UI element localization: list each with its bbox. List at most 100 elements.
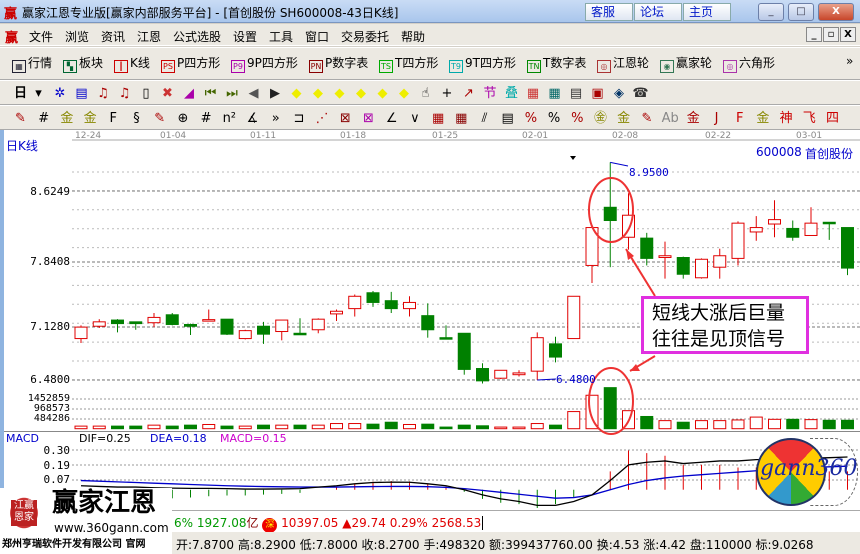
menu-trade[interactable]: 交易委托 (341, 30, 390, 44)
parallel-icon[interactable]: ⫽ (481, 111, 488, 126)
document-icon[interactable]: ▤ (75, 86, 88, 101)
toolbar-tn-button[interactable]: TN T数字表 (527, 54, 586, 73)
more-icon[interactable]: » (271, 111, 280, 126)
toolbar-quotes-table-button[interactable]: ▦ 行情 (12, 54, 52, 73)
pen2-icon[interactable]: ✎ (154, 111, 166, 126)
period-selector[interactable]: 日 (13, 86, 27, 101)
fold-icon[interactable]: 叠 (504, 86, 518, 101)
toolbar-gann-wheel-button[interactable]: ◎ 江恩轮 (597, 54, 649, 73)
notes-icon[interactable]: ▤ (569, 86, 583, 101)
color-chart-icon[interactable]: ◢ (184, 86, 194, 101)
toolbar-more-button[interactable]: » (846, 54, 854, 68)
left-icon[interactable]: ◀ (248, 86, 259, 101)
calculator-icon[interactable]: ▦ (548, 86, 561, 101)
pen-icon[interactable]: ✎ (15, 111, 26, 126)
percent-icon[interactable]: % (547, 111, 561, 126)
mdi-close-button[interactable]: X (840, 27, 856, 42)
minimize-button[interactable]: _ (758, 3, 784, 21)
candle-body (567, 295, 581, 340)
bars-icon[interactable]: ▤ (501, 111, 514, 126)
pen3-icon[interactable]: ✎ (641, 111, 653, 126)
toolbar-t9-button[interactable]: T9 9T四方形 (449, 54, 516, 73)
kline9-icon[interactable]: ♫ (118, 86, 131, 101)
diamond-right-icon[interactable]: ◆ (313, 86, 323, 101)
toolbar-ps-button[interactable]: PS P四方形 (161, 54, 220, 73)
angle2-icon[interactable]: ∠ (385, 111, 398, 126)
f-icon[interactable]: F (109, 111, 118, 126)
network-icon[interactable]: ◈ (614, 86, 624, 101)
toolbar-p9-button[interactable]: P9 9P四方形 (231, 54, 298, 73)
first-icon[interactable]: ⏮ (204, 86, 217, 101)
diamond-expand-icon[interactable]: ◆ (334, 86, 345, 101)
kline3-icon[interactable]: ♫ (97, 86, 109, 101)
forum-link[interactable]: 论坛 (634, 3, 682, 21)
toolbar-pn-button[interactable]: PN P数字表 (309, 54, 368, 73)
mdi-restore-button[interactable]: ▫ (823, 27, 839, 42)
menu-help[interactable]: 帮助 (401, 30, 426, 44)
grid2-icon[interactable]: ▦ (431, 111, 445, 126)
gold2-icon[interactable]: 金 (83, 111, 97, 126)
toolbar-winner-wheel-button[interactable]: ◉ 赢家轮 (660, 54, 712, 73)
last-icon[interactable]: ⏭ (226, 86, 238, 101)
percent-line-icon[interactable]: % (571, 111, 584, 126)
menu-formula[interactable]: 公式选股 (173, 30, 222, 44)
grid3-icon[interactable]: ▦ (455, 111, 468, 126)
grid-icon[interactable]: # (38, 111, 50, 126)
service-link[interactable]: 客服 (585, 3, 633, 21)
circle-grid-icon[interactable]: ⊕ (177, 111, 189, 126)
indicator-icon[interactable]: ✖ (162, 86, 173, 101)
gold-circle-icon[interactable]: ㊎ (593, 111, 607, 126)
menu-news[interactable]: 资讯 (101, 30, 126, 44)
gold-icon[interactable]: 金 (60, 111, 74, 126)
toolbar-hexagon-button[interactable]: ◎ 六角形 (723, 54, 775, 73)
percent-red-icon[interactable]: % (524, 111, 538, 126)
node-icon[interactable]: 节 (483, 86, 497, 101)
menu-gann[interactable]: 江恩 (137, 30, 162, 44)
period-dropdown-icon[interactable]: ▾ (35, 86, 42, 101)
spiral-icon[interactable]: § (133, 111, 140, 126)
box-icon[interactable]: ⊠ (339, 111, 351, 126)
save-icon[interactable]: ▣ (591, 86, 604, 101)
maximize-button[interactable]: □ (788, 3, 814, 21)
n2-icon[interactable]: n² (222, 111, 237, 126)
gold-line-icon[interactable]: 金 (617, 111, 631, 126)
close-button[interactable]: X (818, 3, 854, 21)
calendar-icon[interactable]: ▦ (526, 86, 540, 101)
diamond-left-icon[interactable]: ◆ (291, 86, 302, 101)
diamond-shrink-icon[interactable]: ◆ (356, 86, 366, 101)
ab-icon[interactable]: Ab (661, 111, 679, 126)
f-red-icon[interactable]: F (735, 111, 744, 126)
mdi-minimize-button[interactable]: _ (806, 27, 822, 42)
fly-icon[interactable]: 飞 (802, 111, 816, 126)
menu-window[interactable]: 窗口 (305, 30, 330, 44)
hash-icon[interactable]: # (200, 111, 212, 126)
line-tool-icon[interactable]: ↗ (463, 86, 474, 101)
volume-bar (348, 423, 362, 430)
god-icon[interactable]: 神 (779, 111, 793, 126)
hand-icon[interactable]: ☝ (421, 86, 430, 101)
wave-icon[interactable]: ∨ (410, 111, 420, 126)
gold-red-icon[interactable]: 金 (686, 111, 700, 126)
four-icon[interactable]: 四 (825, 111, 839, 126)
phone-icon[interactable]: ☎ (632, 86, 649, 101)
bracket-icon[interactable]: ⊐ (293, 111, 305, 126)
homepage-link[interactable]: 主页 (683, 3, 731, 21)
candle-dropdown-icon[interactable]: ▯ (142, 86, 150, 101)
crosshair-icon[interactable]: + (441, 86, 453, 101)
toolbar-ts-button[interactable]: TS T四方形 (379, 54, 438, 73)
right-icon[interactable]: ▶ (270, 86, 280, 101)
menu-tools[interactable]: 工具 (269, 30, 294, 44)
box2-icon[interactable]: ⊠ (363, 111, 374, 126)
menu-settings[interactable]: 设置 (233, 30, 258, 44)
toolbar-kline-button[interactable]: ┃ K线 (114, 54, 150, 73)
menu-file[interactable]: 文件 (29, 30, 54, 44)
menu-browse[interactable]: 浏览 (65, 30, 90, 44)
gold-angle-icon[interactable]: 金 (756, 111, 770, 126)
fan-icon[interactable]: ⋰ (315, 111, 329, 126)
diamond-down-icon[interactable]: ◆ (399, 86, 409, 101)
window-icon[interactable]: ✲ (54, 86, 66, 101)
angle-icon[interactable]: ∡ (246, 111, 259, 126)
j-icon[interactable]: J (714, 111, 719, 126)
diamond-up-icon[interactable]: ◆ (377, 86, 388, 101)
toolbar-sector-blocks-button[interactable]: ▚ 板块 (63, 54, 103, 73)
